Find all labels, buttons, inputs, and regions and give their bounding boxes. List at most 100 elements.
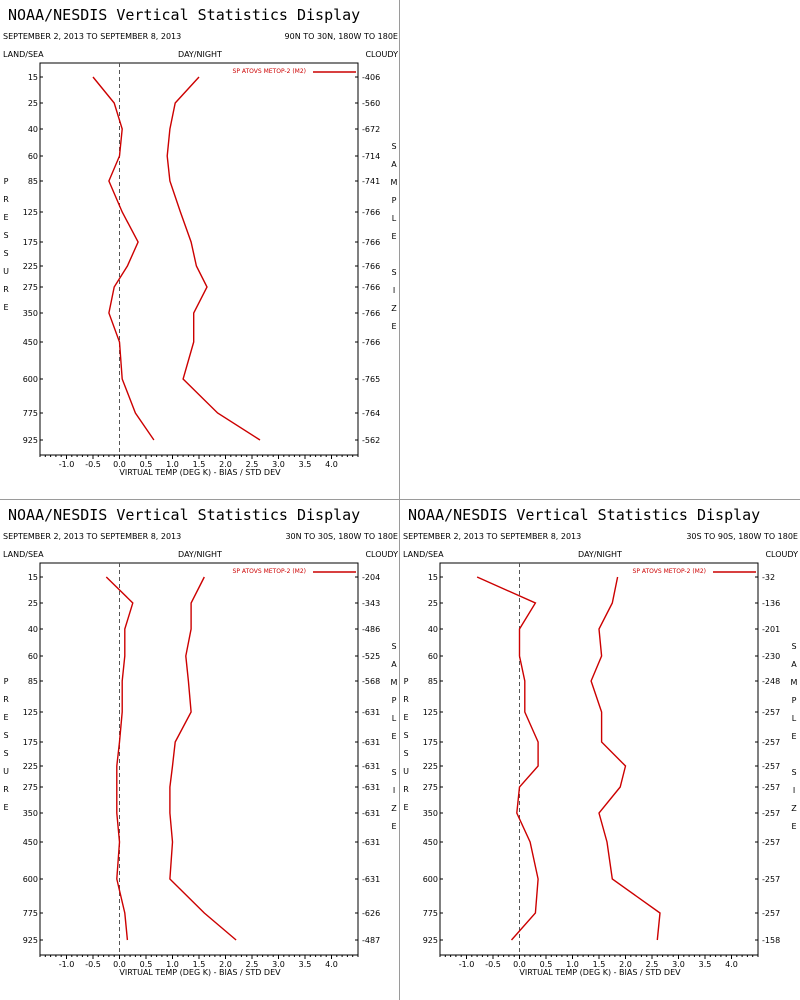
sample-size-label: -257 bbox=[762, 738, 780, 747]
pressure-label: 175 bbox=[423, 738, 438, 747]
sample-size-label: -766 bbox=[362, 283, 380, 292]
x-tick-label: 0.5 bbox=[140, 460, 153, 469]
sample-size-label: -741 bbox=[362, 177, 380, 186]
sample-size-label: -631 bbox=[362, 762, 380, 771]
sample-size-label: -562 bbox=[362, 436, 380, 445]
pressure-label: 225 bbox=[423, 762, 438, 771]
pressure-letter: R bbox=[3, 195, 9, 204]
bias-line bbox=[92, 76, 155, 441]
x-tick-label: 0.5 bbox=[540, 960, 553, 969]
sample-size-label: -631 bbox=[362, 875, 380, 884]
panel-30n-30s: NOAA/NESDIS Vertical Statistics Display S… bbox=[0, 500, 400, 1000]
x-tick-label: 0.0 bbox=[113, 960, 126, 969]
x-tick-label: 4.0 bbox=[325, 960, 338, 969]
x-tick-label: 2.0 bbox=[619, 960, 632, 969]
sample-size-letter: M bbox=[791, 678, 798, 687]
pressure-label: 25 bbox=[428, 599, 438, 608]
pressure-letter: R bbox=[3, 695, 9, 704]
pressure-letter: R bbox=[403, 785, 409, 794]
pressure-label: 775 bbox=[23, 409, 38, 418]
sample-size-label: -766 bbox=[362, 309, 380, 318]
date-range: SEPTEMBER 2, 2013 TO SEPTEMBER 8, 2013 bbox=[403, 532, 581, 541]
x-tick-label: 1.0 bbox=[566, 960, 579, 969]
pressure-label: 125 bbox=[423, 708, 438, 717]
pressure-letter: U bbox=[403, 767, 409, 776]
pressure-label: 350 bbox=[23, 309, 38, 318]
pressure-label: 175 bbox=[23, 238, 38, 247]
sample-size-label: -204 bbox=[362, 573, 380, 582]
chart-svg-90n-30n: NOAA/NESDIS Vertical Statistics Display S… bbox=[3, 6, 398, 477]
pressure-label: 350 bbox=[23, 809, 38, 818]
legend-label: SP ATOVS METOP-2 (M2) bbox=[233, 568, 306, 575]
x-tick-label: -0.5 bbox=[485, 960, 501, 969]
x-axis-label: VIRTUAL TEMP (DEG K) - BIAS / STD DEV bbox=[119, 968, 281, 977]
day-night-label: DAY/NIGHT bbox=[578, 550, 622, 559]
pressure-label: 40 bbox=[428, 625, 438, 634]
sample-size-letter: S bbox=[791, 642, 796, 651]
sample-size-letter: S bbox=[791, 768, 796, 777]
sample-size-label: -525 bbox=[362, 652, 380, 661]
day-night-label: DAY/NIGHT bbox=[178, 550, 222, 559]
sample-size-label: -764 bbox=[362, 409, 380, 418]
pressure-label: 925 bbox=[23, 436, 38, 445]
x-tick-label: 0.0 bbox=[113, 460, 126, 469]
sample-size-label: -626 bbox=[362, 909, 380, 918]
pressure-label: 40 bbox=[28, 125, 38, 134]
chart-title: NOAA/NESDIS Vertical Statistics Display bbox=[8, 6, 360, 24]
x-tick-label: 1.5 bbox=[593, 960, 606, 969]
pressure-label: 925 bbox=[23, 936, 38, 945]
pressure-label: 275 bbox=[423, 783, 438, 792]
pressure-label: 450 bbox=[423, 838, 438, 847]
chart-svg-30n-30s: NOAA/NESDIS Vertical Statistics Display S… bbox=[3, 506, 398, 977]
pressure-label: 40 bbox=[28, 625, 38, 634]
pressure-letter: P bbox=[4, 677, 9, 686]
sample-size-letter: P bbox=[392, 696, 397, 705]
sample-size-letter: M bbox=[391, 178, 398, 187]
sample-size-letter: P bbox=[392, 196, 397, 205]
sample-size-label: -257 bbox=[762, 708, 780, 717]
pressure-label: 450 bbox=[23, 338, 38, 347]
pressure-label: 225 bbox=[23, 262, 38, 271]
bias-line bbox=[476, 576, 539, 941]
std-dev-line bbox=[590, 576, 661, 941]
pressure-label: 125 bbox=[23, 708, 38, 717]
pressure-label: 85 bbox=[28, 177, 38, 186]
x-tick-label: 3.0 bbox=[672, 960, 685, 969]
pressure-label: 15 bbox=[28, 573, 38, 582]
x-tick-label: 2.5 bbox=[646, 960, 659, 969]
sample-size-letter: M bbox=[391, 678, 398, 687]
sample-size-label: -257 bbox=[762, 809, 780, 818]
x-tick-label: 2.0 bbox=[219, 460, 232, 469]
x-axis-label: VIRTUAL TEMP (DEG K) - BIAS / STD DEV bbox=[119, 468, 281, 477]
x-axis-label: VIRTUAL TEMP (DEG K) - BIAS / STD DEV bbox=[519, 968, 681, 977]
pressure-label: 15 bbox=[28, 73, 38, 82]
std-dev-line bbox=[166, 76, 261, 441]
pressure-label: 175 bbox=[23, 738, 38, 747]
sample-size-label: -230 bbox=[762, 652, 780, 661]
sample-size-letter: E bbox=[791, 732, 796, 741]
pressure-label: 275 bbox=[23, 783, 38, 792]
sample-size-label: -766 bbox=[362, 338, 380, 347]
sample-size-label: -487 bbox=[362, 936, 380, 945]
sample-size-letter: S bbox=[391, 642, 396, 651]
sample-size-label: -201 bbox=[762, 625, 780, 634]
pressure-label: 85 bbox=[428, 677, 438, 686]
pressure-letter: P bbox=[4, 177, 9, 186]
sample-size-label: -631 bbox=[362, 809, 380, 818]
x-tick-label: 0.5 bbox=[140, 960, 153, 969]
pressure-letter: E bbox=[403, 713, 408, 722]
pressure-label: 600 bbox=[423, 875, 438, 884]
pressure-label: 600 bbox=[23, 875, 38, 884]
plot-frame bbox=[39, 62, 359, 456]
x-tick-label: -0.5 bbox=[85, 460, 101, 469]
x-tick-label: 3.5 bbox=[299, 960, 312, 969]
land-sea-label: LAND/SEA bbox=[3, 50, 44, 59]
pressure-label: 275 bbox=[23, 283, 38, 292]
pressure-letter: S bbox=[403, 731, 408, 740]
sample-size-label: -257 bbox=[762, 909, 780, 918]
sample-size-label: -714 bbox=[362, 152, 380, 161]
x-tick-label: 1.0 bbox=[166, 960, 179, 969]
pressure-label: 775 bbox=[23, 909, 38, 918]
sample-size-label: -631 bbox=[362, 708, 380, 717]
pressure-letter: S bbox=[3, 749, 8, 758]
